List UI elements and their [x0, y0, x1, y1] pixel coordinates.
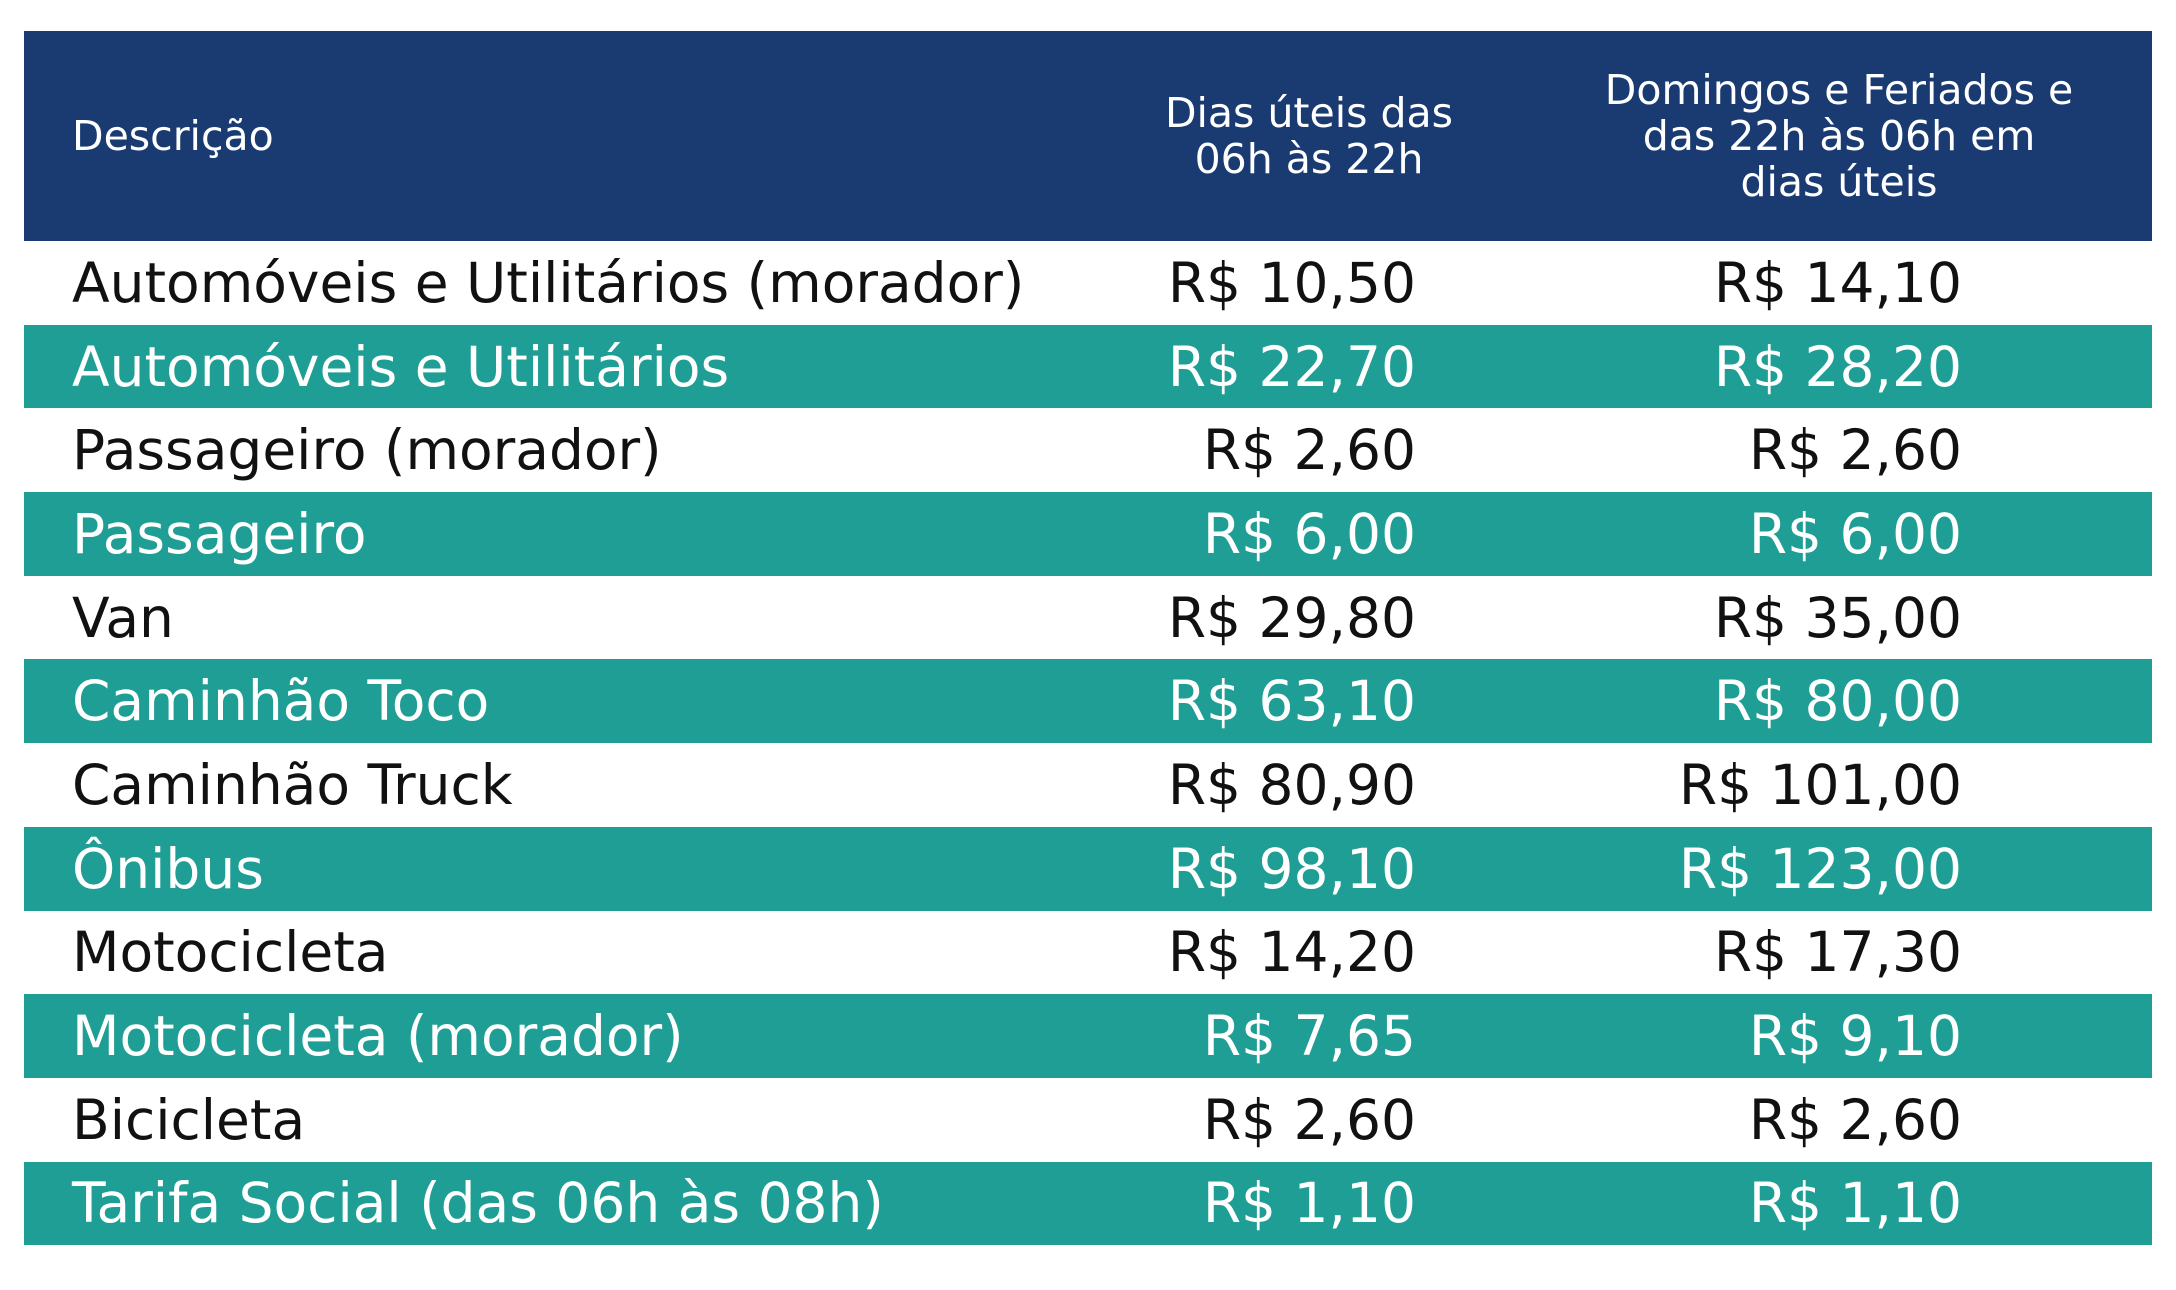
row-weekday-price: R$ 2,60: [1202, 418, 1416, 483]
table-row: Motocicleta (morador) R$ 7,65 R$ 9,10: [24, 994, 2152, 1078]
table-row: Ônibus R$ 98,10 R$ 123,00: [24, 826, 2152, 911]
row-holiday-price: R$ 17,30: [1713, 920, 1962, 985]
row-description: Tarifa Social (das 06h às 08h): [72, 1171, 884, 1236]
table-row: Bicicleta R$ 2,60 R$ 2,60: [24, 1077, 2152, 1162]
row-description: Automóveis e Utilitários (morador): [72, 250, 1025, 315]
row-holiday-price: R$ 101,00: [1678, 752, 1962, 817]
table-row: Passageiro R$ 6,00 R$ 6,00: [24, 492, 2152, 576]
table-row: Van R$ 29,80 R$ 35,00: [24, 575, 2152, 660]
row-holiday-price: R$ 2,60: [1748, 418, 1962, 483]
row-weekday-price: R$ 22,70: [1167, 334, 1416, 399]
header-holiday-line: dias úteis: [1740, 158, 1938, 206]
row-holiday-price: R$ 2,60: [1748, 1087, 1962, 1152]
header-weekday-line: 06h às 22h: [1194, 135, 1424, 183]
row-weekday-price: R$ 10,50: [1167, 250, 1416, 315]
header-weekday-line: Dias úteis das: [1164, 89, 1454, 137]
row-description: Caminhão Truck: [72, 752, 513, 817]
header-holiday-line: Domingos e Feriados e: [1604, 66, 2074, 114]
row-holiday-price: R$ 6,00: [1748, 501, 1962, 566]
table-row: Motocicleta R$ 14,20 R$ 17,30: [24, 910, 2152, 995]
row-description: Van: [72, 585, 174, 650]
row-holiday-price: R$ 28,20: [1713, 334, 1962, 399]
row-description: Motocicleta: [72, 920, 389, 985]
row-weekday-price: R$ 2,60: [1202, 1087, 1416, 1152]
row-holiday-price: R$ 1,10: [1748, 1171, 1962, 1236]
row-weekday-price: R$ 6,00: [1202, 501, 1416, 566]
row-holiday-price: R$ 35,00: [1713, 585, 1962, 650]
header-description: Descrição: [72, 112, 274, 160]
row-description: Ônibus: [72, 836, 264, 901]
table-row: Caminhão Truck R$ 80,90 R$ 101,00: [24, 743, 2152, 827]
row-weekday-price: R$ 1,10: [1202, 1171, 1416, 1236]
table-row: Passageiro (morador) R$ 2,60 R$ 2,60: [24, 408, 2152, 493]
row-weekday-price: R$ 14,20: [1167, 920, 1416, 985]
row-description: Caminhão Toco: [72, 669, 490, 734]
row-weekday-price: R$ 7,65: [1202, 1004, 1416, 1069]
row-holiday-price: R$ 80,00: [1713, 669, 1962, 734]
header-holiday-column: Domingos e Feriados e das 22h às 06h em …: [1579, 31, 2099, 241]
header-holiday-line: das 22h às 06h em: [1642, 112, 2036, 160]
table-header: Descrição Dias úteis das 06h às 22h Domi…: [24, 31, 2152, 241]
row-holiday-price: R$ 123,00: [1678, 836, 1962, 901]
row-weekday-price: R$ 29,80: [1167, 585, 1416, 650]
row-weekday-price: R$ 98,10: [1167, 836, 1416, 901]
row-description: Automóveis e Utilitários: [72, 334, 730, 399]
row-description: Bicicleta: [72, 1087, 306, 1152]
table-row: Caminhão Toco R$ 63,10 R$ 80,00: [24, 659, 2152, 744]
fare-table: Descrição Dias úteis das 06h às 22h Domi…: [24, 31, 2152, 1246]
header-weekday-column: Dias úteis das 06h às 22h: [1099, 31, 1519, 241]
table-row: Tarifa Social (das 06h às 08h) R$ 1,10 R…: [24, 1161, 2152, 1246]
row-description: Motocicleta (morador): [72, 1004, 684, 1069]
row-holiday-price: R$ 9,10: [1748, 1004, 1962, 1069]
row-weekday-price: R$ 80,90: [1167, 752, 1416, 817]
table-row: Automóveis e Utilitários (morador) R$ 10…: [24, 241, 2152, 325]
row-weekday-price: R$ 63,10: [1167, 669, 1416, 734]
row-description: Passageiro (morador): [72, 418, 662, 483]
row-holiday-price: R$ 14,10: [1713, 250, 1962, 315]
row-description: Passageiro: [72, 501, 367, 566]
table-row: Automóveis e Utilitários R$ 22,70 R$ 28,…: [24, 324, 2152, 409]
